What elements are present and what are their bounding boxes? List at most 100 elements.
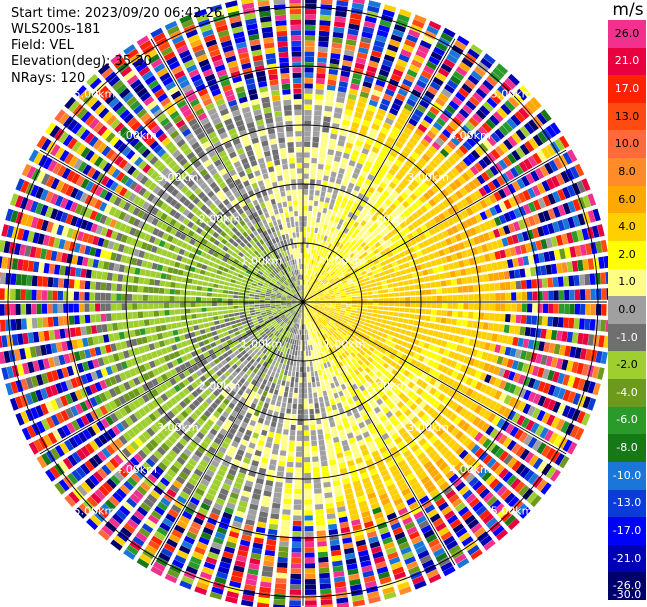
velocity-gate: [489, 478, 500, 490]
velocity-gate: [369, 427, 377, 435]
velocity-gate: [466, 320, 473, 328]
velocity-gate: [413, 108, 424, 118]
velocity-gate: [357, 366, 364, 373]
velocity-gate: [525, 351, 533, 362]
velocity-gate: [366, 385, 374, 393]
velocity-gate: [492, 481, 504, 493]
velocity-gate: [432, 195, 441, 204]
velocity-gate: [299, 366, 303, 372]
velocity-gate: [257, 376, 264, 383]
velocity-gate: [561, 262, 568, 273]
velocity-gate: [346, 322, 353, 327]
velocity-gate: [401, 275, 408, 281]
velocity-gate: [382, 289, 389, 293]
velocity-gate: [250, 352, 256, 358]
velocity-gate: [341, 304, 347, 307]
velocity-gate: [321, 229, 326, 236]
velocity-gate: [312, 309, 317, 313]
velocity-gate: [338, 390, 344, 397]
velocity-gate: [518, 206, 527, 217]
velocity-gate: [355, 252, 362, 258]
velocity-gate: [214, 531, 226, 540]
velocity-gate: [436, 117, 446, 127]
velocity-gate: [326, 90, 335, 97]
velocity-gate: [379, 366, 386, 374]
velocity-gate: [294, 494, 302, 500]
velocity-gate: [399, 213, 407, 221]
velocity-gate: [281, 346, 286, 353]
velocity-gate: [304, 24, 316, 31]
velocity-gate: [243, 417, 250, 424]
velocity-gate: [201, 566, 214, 575]
velocity-gate: [224, 455, 233, 463]
velocity-gate: [326, 275, 332, 280]
velocity-gate: [508, 270, 515, 279]
velocity-gate: [468, 476, 479, 487]
velocity-gate: [381, 242, 388, 249]
velocity-gate: [423, 342, 430, 349]
velocity-gate: [426, 568, 439, 579]
velocity-gate: [410, 296, 416, 302]
velocity-gate: [140, 502, 151, 513]
velocity-gate: [581, 228, 590, 241]
velocity-gate: [496, 239, 504, 249]
velocity-gate: [404, 187, 412, 196]
velocity-gate: [400, 512, 411, 521]
velocity-gate: [324, 326, 329, 332]
velocity-gate: [305, 345, 308, 351]
velocity-gate: [448, 334, 455, 342]
velocity-gate: [411, 221, 419, 229]
velocity-gate: [304, 457, 311, 463]
velocity-gate: [287, 337, 291, 344]
velocity-gate: [346, 410, 353, 417]
velocity-gate: [384, 339, 391, 346]
velocity-gate: [190, 556, 202, 565]
velocity-gate: [446, 424, 456, 434]
velocity-gate: [348, 317, 355, 321]
velocity-gate: [366, 312, 372, 317]
velocity-gate: [354, 228, 360, 235]
velocity-gate: [392, 282, 399, 288]
velocity-gate: [407, 372, 415, 380]
velocity-gate: [465, 100, 477, 111]
velocity-gate: [364, 178, 372, 186]
velocity-gate: [253, 367, 259, 374]
velocity-gate: [375, 335, 382, 341]
velocity-gate: [489, 218, 497, 228]
velocity-gate: [246, 475, 255, 483]
velocity-gate: [353, 185, 361, 192]
velocity-gate: [413, 486, 424, 496]
velocity-gate: [567, 375, 576, 388]
velocity-gate: [135, 531, 148, 543]
velocity-gate: [303, 324, 305, 330]
velocity-gate: [564, 289, 570, 301]
velocity-gate: [289, 600, 301, 606]
velocity-gate: [461, 57, 474, 68]
velocity-gate: [481, 264, 488, 273]
velocity-gate: [433, 225, 441, 233]
velocity-gate: [224, 506, 234, 515]
velocity-gate: [204, 388, 212, 396]
velocity-gate: [498, 125, 509, 137]
velocity-gate: [530, 494, 542, 508]
velocity-gate: [413, 189, 422, 198]
velocity-gate: [287, 402, 292, 409]
velocity-gate: [494, 313, 501, 322]
velocity-gate: [303, 345, 306, 351]
velocity-gate: [324, 105, 333, 112]
velocity-gate: [455, 66, 468, 77]
velocity-gate: [352, 0, 365, 5]
velocity-gate: [336, 0, 349, 2]
velocity-gate: [270, 399, 276, 406]
velocity-gate: [439, 481, 450, 491]
velocity-gate: [431, 295, 437, 302]
velocity-gate: [601, 288, 607, 300]
velocity-gate: [314, 326, 318, 332]
velocity-gate: [199, 329, 206, 335]
velocity-gate: [454, 553, 467, 564]
velocity-gate: [498, 159, 508, 170]
velocity-gate: [323, 291, 329, 294]
velocity-gate: [378, 69, 390, 78]
velocity-gate: [416, 490, 427, 500]
velocity-gate: [411, 393, 419, 402]
